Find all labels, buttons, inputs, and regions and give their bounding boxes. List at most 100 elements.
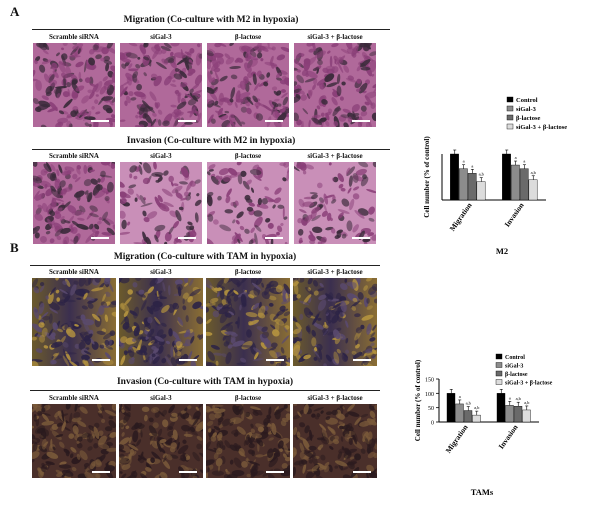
micrograph-image bbox=[294, 162, 376, 244]
scale-bar bbox=[266, 359, 284, 361]
scale-bar bbox=[178, 120, 196, 122]
bar bbox=[472, 414, 481, 423]
legend-label: β-lactose bbox=[505, 372, 528, 378]
bar bbox=[496, 393, 506, 423]
legend-swatch bbox=[495, 370, 503, 377]
column-label: siGal-3 + β-lactose bbox=[307, 33, 363, 41]
panel-a-invasion-title: Invasion (Co-culture with M2 in hypoxia) bbox=[126, 136, 296, 146]
scale-bar bbox=[353, 471, 371, 473]
micrograph-image bbox=[119, 278, 203, 366]
y-tick-label: 50 bbox=[428, 406, 434, 412]
column-label: Scramble siRNA bbox=[49, 394, 99, 402]
micrograph-image bbox=[293, 404, 377, 478]
significance-label: a bbox=[515, 155, 517, 160]
y-tick-label: 100 bbox=[425, 392, 434, 398]
significance-label: a bbox=[509, 395, 511, 400]
y-axis-label: Cell number (% of control) bbox=[414, 359, 422, 441]
legend-label: Control bbox=[505, 355, 525, 361]
x-category-label: Invasion bbox=[496, 422, 520, 450]
chart-title: TAMs bbox=[471, 487, 494, 497]
micrograph-image bbox=[206, 278, 290, 366]
legend-label: siGal-3 + β-lactose bbox=[516, 124, 567, 131]
bar bbox=[502, 153, 511, 201]
bar bbox=[463, 410, 473, 423]
significance-label: a,b bbox=[474, 405, 480, 411]
column-label: Scramble siRNA bbox=[49, 152, 99, 160]
column-label: siGal-3 bbox=[150, 152, 172, 160]
significance-label: a,b bbox=[516, 396, 522, 402]
scale-bar bbox=[178, 237, 196, 239]
legend-label: siGal-3 bbox=[516, 106, 537, 113]
micrograph-image bbox=[294, 43, 376, 127]
bar bbox=[513, 406, 523, 423]
column-label: β-lactose bbox=[234, 394, 262, 402]
legend-swatch bbox=[506, 114, 514, 121]
panel-a-bar-chart: Cell number (% of control) a a a,b Migration… bbox=[405, 88, 597, 258]
significance-label: a bbox=[471, 163, 473, 168]
significance-label: a,b bbox=[531, 170, 537, 176]
scale-bar bbox=[266, 471, 284, 473]
significance-label: a bbox=[523, 159, 525, 164]
micrograph-image bbox=[119, 404, 203, 478]
legend-label: siGal-3 + β-lactose bbox=[505, 381, 553, 387]
micrograph-image bbox=[33, 43, 115, 127]
panel-a-invasion-rule bbox=[32, 149, 390, 150]
micrograph-image bbox=[206, 404, 290, 478]
bar bbox=[519, 168, 529, 201]
micrograph-image bbox=[32, 278, 116, 366]
column-label: β-lactose bbox=[234, 268, 262, 276]
column-label: siGal-3 bbox=[150, 394, 172, 402]
scale-bar bbox=[92, 359, 110, 361]
legend-label: siGal-3 bbox=[505, 364, 523, 370]
column-label: siGal-3 + β-lactose bbox=[307, 394, 363, 402]
panel-b-migration-rule bbox=[30, 265, 380, 266]
scale-bar bbox=[92, 471, 110, 473]
scale-bar bbox=[91, 237, 109, 239]
column-label: siGal-3 + β-lactose bbox=[307, 152, 363, 160]
panel-a-migration-rule bbox=[32, 29, 390, 30]
legend-label: Control bbox=[516, 97, 538, 104]
panel-b-invasion-title: Invasion (Co-culture with TAM in hypoxia… bbox=[116, 377, 294, 387]
legend-label: β-lactose bbox=[516, 115, 540, 122]
column-label: β-lactose bbox=[234, 33, 262, 41]
y-axis-label: Cell number (% of control) bbox=[423, 136, 431, 218]
significance-label: a,b bbox=[479, 172, 485, 178]
scale-bar bbox=[352, 120, 370, 122]
bar bbox=[458, 168, 468, 201]
legend-swatch bbox=[495, 353, 503, 360]
panel-a-migration-title: Migration (Co-culture with M2 in hypoxia… bbox=[123, 15, 299, 25]
scale-bar bbox=[91, 120, 109, 122]
bar bbox=[522, 409, 531, 423]
scale-bar bbox=[179, 471, 197, 473]
significance-label: a,b bbox=[524, 400, 530, 406]
scale-bar bbox=[353, 359, 371, 361]
micrograph-image bbox=[33, 162, 115, 244]
micrograph-image bbox=[120, 43, 202, 127]
bar bbox=[450, 153, 459, 201]
micrograph-image bbox=[207, 162, 289, 244]
panel-a-label: A bbox=[10, 4, 20, 19]
significance-label: a bbox=[463, 159, 465, 164]
panel-b-invasion-rule bbox=[30, 390, 380, 391]
chart-title: M2 bbox=[496, 246, 508, 256]
panel-b-bar-chart: 0 50 100 150 Cell number (% of control) a a,b a… bbox=[405, 345, 597, 500]
micrograph-image bbox=[120, 162, 202, 244]
column-label: β-lactose bbox=[234, 152, 262, 160]
x-category-label: Migration bbox=[444, 422, 470, 454]
column-label: Scramble siRNA bbox=[49, 33, 99, 41]
panel-b-migration-title: Migration (Co-culture with TAM in hypoxi… bbox=[113, 252, 297, 262]
scale-bar bbox=[352, 237, 370, 239]
panel-b-label: B bbox=[10, 240, 19, 255]
bar bbox=[455, 403, 464, 423]
legend-swatch bbox=[495, 379, 503, 385]
bar bbox=[510, 164, 520, 201]
legend-swatch bbox=[506, 96, 514, 103]
significance-label: a,b bbox=[466, 401, 472, 407]
scale-bar bbox=[265, 237, 283, 239]
y-tick-label: 150 bbox=[425, 378, 434, 384]
legend-swatch bbox=[506, 123, 514, 130]
scale-bar bbox=[265, 120, 283, 122]
scale-bar bbox=[179, 359, 197, 361]
x-category-label: Invasion bbox=[502, 200, 526, 228]
bar bbox=[446, 393, 456, 423]
